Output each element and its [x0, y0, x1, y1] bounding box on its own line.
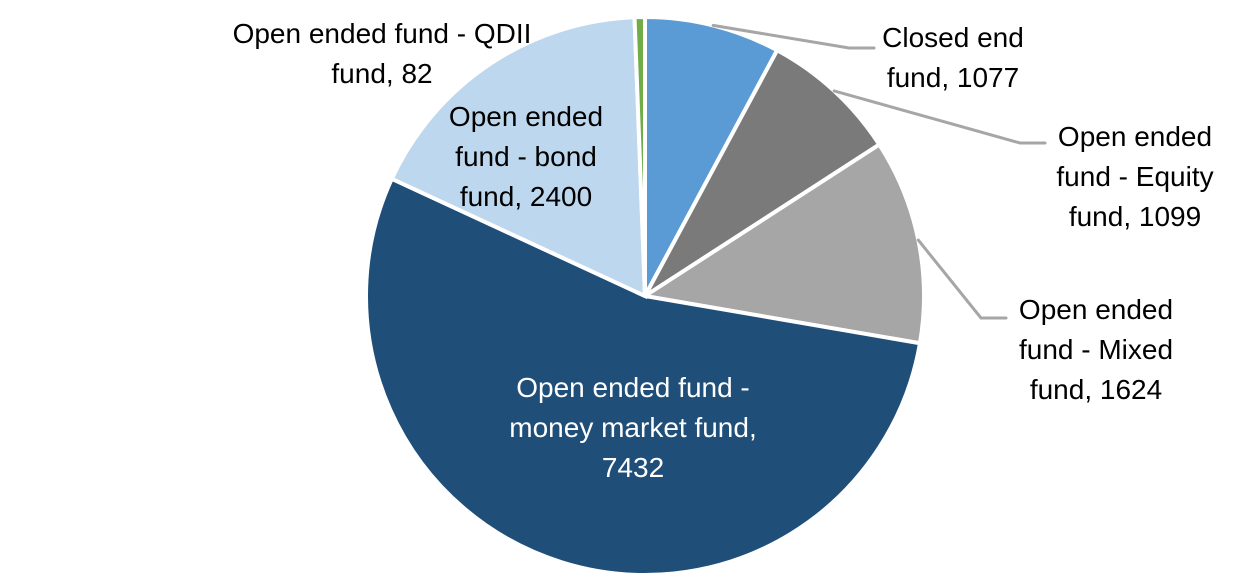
pie-label-line: Open ended	[1018, 294, 1174, 325]
pie-label-line: fund, 82	[331, 58, 433, 89]
pie-label-line: fund, 1077	[886, 62, 1020, 93]
pie-label-open-ended-fund-bond-fund: Open ended fund - bond fund, 2400	[449, 97, 603, 217]
pie-label-line: Open ended	[1057, 121, 1213, 152]
leader-line-open-ended-fund-mixed-fund	[916, 238, 1008, 320]
pie-label-line: fund, 2400	[459, 181, 593, 212]
pie-label-line: fund - Equity	[1056, 161, 1214, 192]
pie-label-line: money market fund,	[509, 412, 757, 443]
pie-label-open-ended-fund-money-market-fund: Open ended fund - money market fund, 7432	[509, 368, 756, 488]
pie-label-closed-end-fund: Closed end fund, 1077	[882, 18, 1024, 98]
pie-label-line: fund, 1099	[1068, 201, 1202, 232]
pie-label-line: Closed end	[882, 22, 1024, 53]
pie-label-open-ended-fund-qdii-fund: Open ended fund - QDII fund, 82	[233, 14, 532, 94]
pie-label-line: fund, 1624	[1029, 374, 1163, 405]
pie-label-line: fund - Mixed	[1018, 334, 1174, 365]
pie-label-line: 7432	[601, 452, 665, 483]
pie-label-line: Open ended	[448, 101, 604, 132]
pie-label-line: Open ended fund -	[516, 372, 750, 403]
leader-line-open-ended-fund-equity-fund	[832, 89, 1047, 145]
pie-slice-open-ended-fund-money-market-fund[interactable]	[364, 176, 923, 577]
leader-line-closed-end-fund	[711, 23, 876, 50]
pie-label-line: Open ended fund - QDII	[232, 18, 532, 49]
pie-slice-open-ended-fund-qdii-fund[interactable]	[632, 14, 647, 297]
pie-label-open-ended-fund-mixed-fund: Open ended fund - Mixed fund, 1624	[1019, 290, 1173, 410]
pie-slice-open-ended-fund-bond-fund[interactable]	[389, 15, 648, 300]
pie-label-open-ended-fund-equity-fund: Open ended fund - Equity fund, 1099	[1056, 117, 1213, 237]
pie-label-line: fund - bond	[455, 141, 597, 172]
